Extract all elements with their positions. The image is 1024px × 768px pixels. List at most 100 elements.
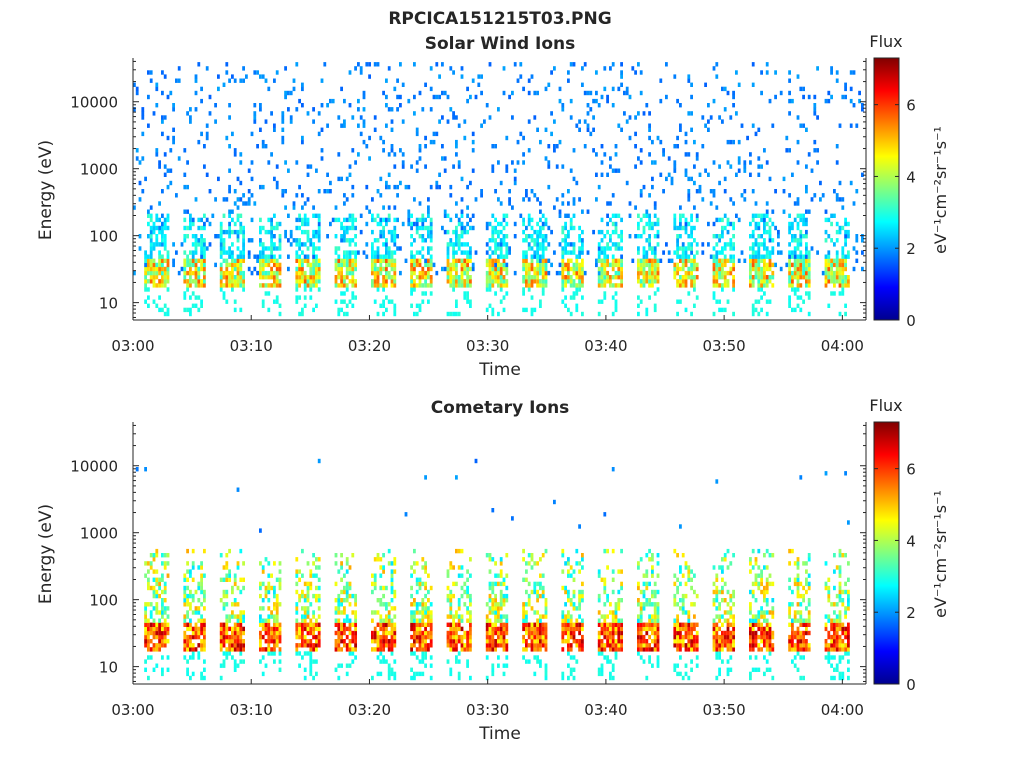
heatmap-cell [348,213,352,218]
heatmap-cell [177,156,181,161]
heatmap-cell [301,311,304,317]
heatmap-cell [295,581,299,587]
heatmap-cell [278,577,282,582]
heatmap-cell [144,176,147,182]
heatmap-cell [648,127,651,132]
heatmap-cell [457,671,461,677]
heatmap-cell [536,630,539,636]
heatmap-cell [253,201,257,206]
heatmap-cell [239,610,243,615]
heatmap-cell [774,262,777,268]
heatmap-cell [455,311,458,317]
x-tick-label: 03:50 [703,337,746,355]
heatmap-cell [222,589,226,595]
heatmap-cell [228,283,231,288]
heatmap-cell [197,279,201,284]
heatmap-cell [729,270,733,276]
heatmap-cell [497,634,500,640]
heatmap-cell [488,643,492,648]
heatmap-cell [315,585,318,591]
heatmap-cell [301,606,304,611]
heatmap-cell [449,283,453,288]
heatmap-cell [844,254,847,259]
heatmap-cell [259,585,262,591]
heatmap-cell [477,74,481,79]
heatmap-cell [273,585,276,591]
heatmap-cell [788,225,791,231]
heatmap-cell [695,295,699,300]
heatmap-cell [163,225,167,231]
heatmap-cell [393,626,397,632]
heatmap-cell [530,307,534,313]
heatmap-cell [225,70,229,75]
heatmap-cell [295,258,299,263]
heatmap-cell [340,663,343,668]
heatmap-cell [228,573,231,578]
heatmap-cell [298,258,301,263]
heatmap-cell [295,589,299,595]
heatmap-cell [273,602,276,607]
heatmap-cell [530,553,534,558]
heatmap-cell [763,213,766,218]
heatmap-cell [690,111,693,116]
heatmap-cell [348,643,352,648]
heatmap-cell [315,634,318,640]
heatmap-cell [536,250,539,255]
heatmap-cell [567,643,570,648]
heatmap-cell [166,667,170,672]
heatmap-cell [446,242,450,247]
heatmap-cell [317,622,321,627]
heatmap-cell [144,266,147,272]
heatmap-cell [228,569,231,574]
heatmap-cell [527,561,531,566]
heatmap-cell [449,647,453,652]
heatmap-cell [401,82,405,87]
heatmap-cell [264,283,268,288]
heatmap-cell [334,279,338,284]
heatmap-cell [312,205,315,210]
heatmap-cell [421,246,425,251]
heatmap-cell [530,295,534,300]
heatmap-cell [712,295,716,300]
heatmap-cell [385,246,388,251]
heatmap-cell [530,254,534,259]
heatmap-cell [712,189,716,194]
heatmap-cell [569,217,573,223]
heatmap-cell [413,626,416,632]
heatmap-cell [382,659,385,664]
heatmap-cell [371,634,374,640]
heatmap-cell [491,622,495,627]
heatmap-cell [494,639,497,644]
heatmap-cell [415,630,419,636]
heatmap-cell [681,275,685,280]
heatmap-cell [805,217,808,223]
heatmap-cell [424,279,427,284]
heatmap-cell [267,258,271,263]
heatmap-cell [712,254,716,259]
heatmap-cell [351,221,355,227]
heatmap-cell [320,156,324,161]
heatmap-cell [793,234,797,239]
heatmap-cell [625,86,629,92]
heatmap-cell [418,225,422,231]
heatmap-cell [208,111,212,116]
heatmap-cell [561,107,565,112]
heatmap-cell [149,225,153,231]
heatmap-cell [536,659,539,664]
heatmap-cell [656,634,660,640]
heatmap-cell [533,270,537,276]
heatmap-cell [340,266,343,272]
heatmap-cell [329,98,332,104]
heatmap-cell [317,221,321,227]
heatmap-cell [183,598,187,603]
heatmap-cell [200,639,203,644]
heatmap-cell [295,193,299,198]
heatmap-cell [373,258,377,263]
heatmap-cell [340,647,343,652]
heatmap-cell [541,287,545,292]
heatmap-cell [306,585,310,591]
heatmap-cell [163,634,167,640]
heatmap-cell [203,283,206,288]
heatmap-cell [595,262,598,268]
heatmap-cell [673,213,677,218]
